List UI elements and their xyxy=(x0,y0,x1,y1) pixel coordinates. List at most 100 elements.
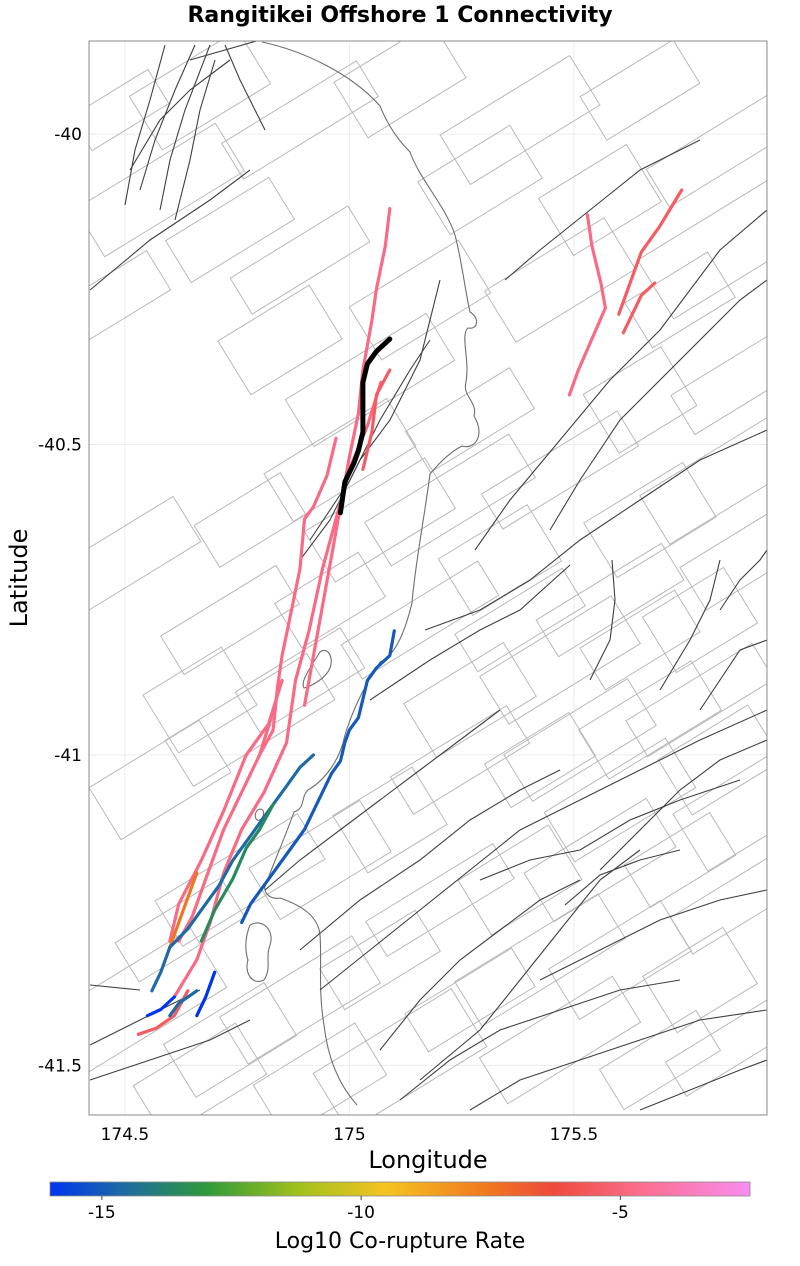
y-tick-label: -40 xyxy=(54,125,82,145)
x-tick-label: 174.5 xyxy=(101,1125,150,1145)
background-fault-line xyxy=(424,429,767,631)
background-fault-line xyxy=(539,889,767,981)
rupture-polygon xyxy=(162,982,298,1098)
target-fault-trace xyxy=(337,336,393,516)
rupture-polygon xyxy=(579,589,701,691)
background-fault-line xyxy=(469,1009,767,1111)
rupture-polygon xyxy=(672,755,767,872)
rupture-polygon xyxy=(454,893,626,1027)
background-fault-line xyxy=(564,849,681,906)
background-fault-line xyxy=(124,44,166,206)
background-fault-line xyxy=(89,169,251,291)
rupture-polygon xyxy=(503,678,657,802)
colorbar-tick-label: -5 xyxy=(612,1203,629,1223)
rupture-polygon xyxy=(263,397,417,523)
background-fault-line xyxy=(299,769,561,951)
background-fault-line xyxy=(299,279,441,561)
background-fault-line xyxy=(699,639,767,711)
connected-fault-line xyxy=(150,945,172,993)
background-fault-line xyxy=(159,44,211,211)
background-fault-line xyxy=(399,979,681,1101)
rupture-polygon xyxy=(218,935,382,1065)
rupture-polygon xyxy=(454,567,586,673)
background-fault-line xyxy=(129,59,231,171)
rupture-polygon xyxy=(160,564,300,676)
rupture-polygon xyxy=(89,68,170,152)
background-fault-line xyxy=(599,739,767,871)
rupture-polygon xyxy=(577,660,723,780)
background-fault-line xyxy=(89,1019,251,1081)
connected-fault-line xyxy=(258,436,338,757)
rupture-polygon xyxy=(142,646,258,754)
x-axis-label: Longitude xyxy=(368,1146,487,1174)
rupture-polygon xyxy=(217,284,343,396)
rupture-polygon xyxy=(89,122,246,258)
background-fault-line xyxy=(504,139,701,281)
x-tick-label: 175.5 xyxy=(550,1125,599,1145)
y-axis-ticks: -40 -40.5 -41 -41.5 xyxy=(38,125,82,1076)
rupture-polygon xyxy=(543,737,697,863)
colorbar-label: Log10 Co-rupture Rate xyxy=(275,1229,526,1254)
x-axis-ticks: 174.5 175 175.5 xyxy=(101,1125,599,1145)
x-tick-label: 175 xyxy=(333,1125,365,1145)
rupture-polygon xyxy=(623,811,737,909)
rupture-polygon xyxy=(624,251,736,349)
colorbar-ticks: -15 -10 -5 xyxy=(88,1196,629,1223)
rupture-polygon xyxy=(457,824,583,936)
rupture-polygon xyxy=(479,595,641,725)
connected-fault-line xyxy=(145,995,176,1018)
background-fault-line xyxy=(549,279,767,531)
rupture-polygon xyxy=(252,1022,388,1115)
connected-fault-line xyxy=(168,678,284,943)
background-fault-line xyxy=(264,709,501,891)
rupture-polygon xyxy=(348,239,492,361)
background-fault-line xyxy=(189,41,259,61)
coastline-inlet xyxy=(245,922,272,982)
rupture-polygon xyxy=(229,205,371,315)
background-fault-line xyxy=(369,564,571,701)
rupture-polygon xyxy=(579,41,701,141)
background-fault-line xyxy=(419,849,641,1081)
background-fault-line xyxy=(89,984,141,991)
rupture-polygon xyxy=(478,975,642,1105)
rupture-polygon xyxy=(636,180,767,320)
rupture-polygon xyxy=(642,926,758,1034)
rupture-polygon xyxy=(128,41,272,151)
rupture-polygon xyxy=(417,124,543,236)
colorbar-tick-label: -10 xyxy=(347,1203,375,1223)
rupture-polygon xyxy=(333,41,467,139)
rupture-polygon xyxy=(679,513,767,611)
plot-border xyxy=(88,40,768,1116)
background-fault-line xyxy=(474,209,767,551)
background-fault-line xyxy=(174,59,216,221)
connected-fault-traces xyxy=(136,188,684,1036)
background-fault-line xyxy=(224,44,266,131)
coastline xyxy=(261,41,480,1106)
rupture-polygon xyxy=(248,799,392,921)
rupture-polygon xyxy=(389,705,531,815)
background-fault-line xyxy=(309,339,431,541)
colorbar-tick-label: -15 xyxy=(88,1203,116,1223)
connected-fault-line xyxy=(195,970,217,1018)
connected-fault-line xyxy=(302,207,392,707)
background-fault-line xyxy=(589,559,616,681)
rupture-polygon xyxy=(89,495,202,611)
background-fault-line xyxy=(479,779,741,881)
rupture-polygon xyxy=(639,417,767,545)
rupture-polygon xyxy=(89,719,232,841)
connected-fault-line xyxy=(199,803,275,943)
rupture-polygon xyxy=(365,842,515,958)
rupture-polygon xyxy=(625,642,767,758)
y-axis-label: Latitude xyxy=(5,529,33,628)
rupture-polygon xyxy=(404,947,536,1053)
rupture-polygon xyxy=(164,652,336,788)
rupture-polygon xyxy=(439,54,601,186)
connected-fault-line xyxy=(567,213,607,397)
rupture-polygon xyxy=(404,367,536,473)
connected-fault-line xyxy=(168,989,199,1018)
rupture-polygon xyxy=(537,143,663,257)
connected-fault-line xyxy=(617,188,684,316)
rupture-polygon xyxy=(582,346,698,454)
